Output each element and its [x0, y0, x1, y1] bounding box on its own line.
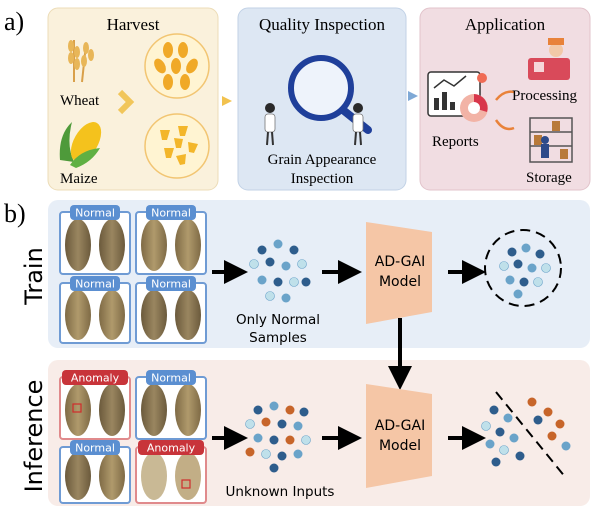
processing-label: Processing — [512, 88, 577, 104]
panel-a-label: a) — [4, 7, 24, 36]
inference-grain-tile: Anomaly — [60, 370, 130, 439]
inference-grain-tile: Normal — [60, 440, 130, 503]
harvest-title: Harvest — [107, 15, 160, 34]
inference-inputs-label: Unknown Inputs — [226, 484, 335, 500]
inference-grain-tile: Anomaly — [136, 440, 206, 503]
train-row-label: Train — [20, 247, 48, 306]
maize-label: Maize — [60, 171, 98, 187]
harvest-box: Harvest Wheat Maize — [48, 8, 218, 190]
reports-label: Reports — [432, 134, 479, 150]
badge-label: Normal — [75, 278, 115, 291]
quality-title: Quality Inspection — [259, 15, 386, 34]
arrow-icon — [408, 91, 418, 101]
reports-chart-icon — [428, 72, 488, 122]
inference-model-line1: AD-GAI — [375, 418, 425, 434]
inference-grain-tile: Normal — [136, 370, 206, 439]
application-title: Application — [465, 15, 546, 34]
train-samples-line2: Samples — [249, 330, 307, 346]
wheat-grain-circle — [145, 34, 209, 98]
application-box: Application Reports Processing — [420, 8, 590, 190]
quality-inspection-box: Quality Inspection Grain Appearance Insp… — [238, 8, 406, 190]
inference-row-label: Inference — [20, 380, 48, 493]
badge-label: Anomaly — [147, 442, 196, 455]
panel-b-label: b) — [4, 199, 26, 228]
train-model-line1: AD-GAI — [375, 254, 425, 270]
inference-ad-gai-model: AD-GAI Model — [366, 384, 432, 488]
badge-label: Normal — [151, 372, 191, 385]
badge-label: Normal — [151, 207, 191, 220]
badge-label: Normal — [151, 278, 191, 291]
train-grain-tile: Normal — [60, 276, 130, 343]
badge-label: Normal — [75, 442, 115, 455]
wheat-label: Wheat — [60, 93, 100, 109]
badge-label: Anomaly — [71, 372, 120, 385]
arrow-icon — [222, 96, 232, 106]
train-model-line2: Model — [379, 274, 421, 290]
train-samples-line1: Only Normal — [236, 312, 320, 328]
quality-caption-line1: Grain Appearance — [268, 152, 377, 168]
inference-model-line2: Model — [379, 438, 421, 454]
train-grain-tile: Normal — [136, 205, 206, 274]
badge-label: Normal — [75, 207, 115, 220]
train-grain-tile: Normal — [136, 276, 206, 343]
train-ad-gai-model: AD-GAI Model — [366, 222, 432, 324]
storage-label: Storage — [526, 170, 572, 186]
quality-caption-line2: Inspection — [291, 171, 354, 187]
train-grain-tile: Normal — [60, 205, 130, 274]
maize-grain-circle — [145, 114, 209, 178]
